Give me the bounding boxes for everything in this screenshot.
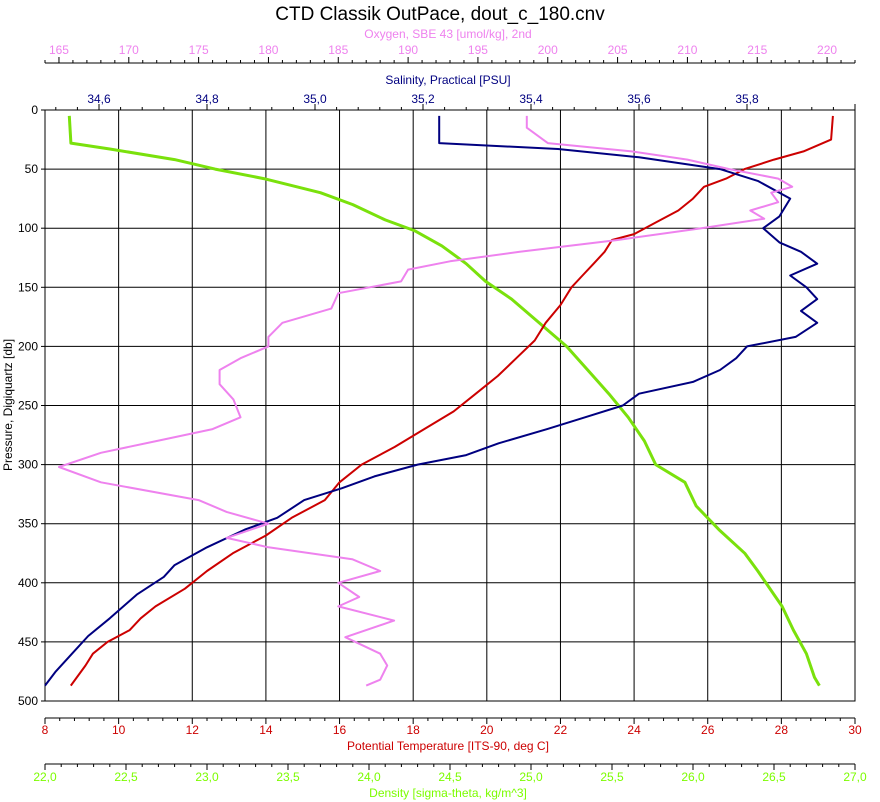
temperature-tick-label: 20 — [480, 723, 494, 737]
oxygen-axis-label: Oxygen, SBE 43 [umol/kg], 2nd — [364, 27, 531, 41]
salinity-profile-line — [44, 115, 819, 687]
oxygen-tick-label: 175 — [189, 43, 209, 57]
salinity-tick-label: 35,2 — [411, 92, 435, 106]
density-tick-label: 26,5 — [762, 770, 786, 784]
salinity-axis-label: Salinity, Practical [PSU] — [385, 73, 510, 87]
oxygen-tick-label: 195 — [468, 43, 488, 57]
pressure-tick-label: 150 — [18, 280, 38, 294]
temperature-tick-label: 28 — [775, 723, 789, 737]
oxygen-tick-label: 165 — [49, 43, 69, 57]
density-tick-label: 25,5 — [600, 770, 624, 784]
axes: 0 50 100 150 200 250 300 350 400 450 500 165 170 175 1… — [18, 43, 867, 784]
temperature-tick-label: 12 — [186, 723, 200, 737]
grid — [44, 109, 856, 702]
density-profile-line — [67, 115, 821, 687]
oxygen-tick-label: 210 — [677, 43, 697, 57]
density-tick-label: 27,0 — [843, 770, 867, 784]
density-axis-label: Density [sigma-theta, kg/m^3] — [369, 786, 527, 800]
temperature-tick-label: 22 — [554, 723, 568, 737]
salinity-tick-label: 35,4 — [519, 92, 543, 106]
chart-title: CTD Classik OutPace, dout_c_180.cnv — [275, 4, 605, 25]
temperature-tick-label: 30 — [848, 723, 862, 737]
density-tick-label: 22,5 — [114, 770, 138, 784]
density-tick-label: 22,0 — [33, 770, 57, 784]
pressure-tick-label: 250 — [18, 399, 38, 413]
salinity-tick-label: 35,8 — [735, 92, 759, 106]
temperature-tick-label: 18 — [407, 723, 421, 737]
temperature-profile-line — [69, 115, 834, 687]
pressure-axis-label: Pressure, Digiquartz [db] — [1, 339, 15, 471]
pressure-tick-label: 300 — [18, 458, 38, 472]
pressure-tick-label: 100 — [18, 221, 38, 235]
oxygen-tick-label: 200 — [538, 43, 558, 57]
density-tick-label: 24,0 — [357, 770, 381, 784]
pressure-tick-label: 500 — [18, 694, 38, 708]
oxygen-tick-label: 185 — [328, 43, 348, 57]
series-group — [44, 115, 834, 687]
temperature-axis-label: Potential Temperature [ITS-90, deg C] — [347, 739, 549, 753]
temperature-tick-label: 26 — [701, 723, 715, 737]
density-tick-label: 25,0 — [519, 770, 543, 784]
salinity-tick-label: 34,6 — [87, 92, 111, 106]
pressure-tick-label: 50 — [25, 162, 39, 176]
temperature-tick-label: 24 — [627, 723, 641, 737]
pressure-tick-label: 450 — [18, 635, 38, 649]
temperature-tick-label: 10 — [112, 723, 126, 737]
pressure-tick-label: 400 — [18, 576, 38, 590]
oxygen-tick-label: 190 — [398, 43, 418, 57]
density-tick-label: 23,5 — [276, 770, 300, 784]
oxygen-tick-label: 215 — [747, 43, 767, 57]
pressure-tick-label: 200 — [18, 339, 38, 353]
oxygen-tick-label: 170 — [119, 43, 139, 57]
pressure-tick-label: 0 — [31, 103, 38, 117]
oxygen-tick-label: 205 — [608, 43, 628, 57]
oxygen-tick-label: 220 — [817, 43, 837, 57]
temperature-tick-label: 14 — [259, 723, 273, 737]
temperature-tick-label: 16 — [333, 723, 347, 737]
density-tick-label: 23,0 — [195, 770, 219, 784]
salinity-tick-label: 34,8 — [195, 92, 219, 106]
temperature-tick-label: 8 — [42, 723, 49, 737]
density-tick-label: 26,0 — [681, 770, 705, 784]
oxygen-profile-line — [58, 115, 794, 687]
salinity-tick-label: 35,0 — [303, 92, 327, 106]
oxygen-tick-label: 180 — [258, 43, 278, 57]
salinity-tick-label: 35,6 — [627, 92, 651, 106]
density-tick-label: 24,5 — [438, 770, 462, 784]
pressure-tick-label: 350 — [18, 517, 38, 531]
